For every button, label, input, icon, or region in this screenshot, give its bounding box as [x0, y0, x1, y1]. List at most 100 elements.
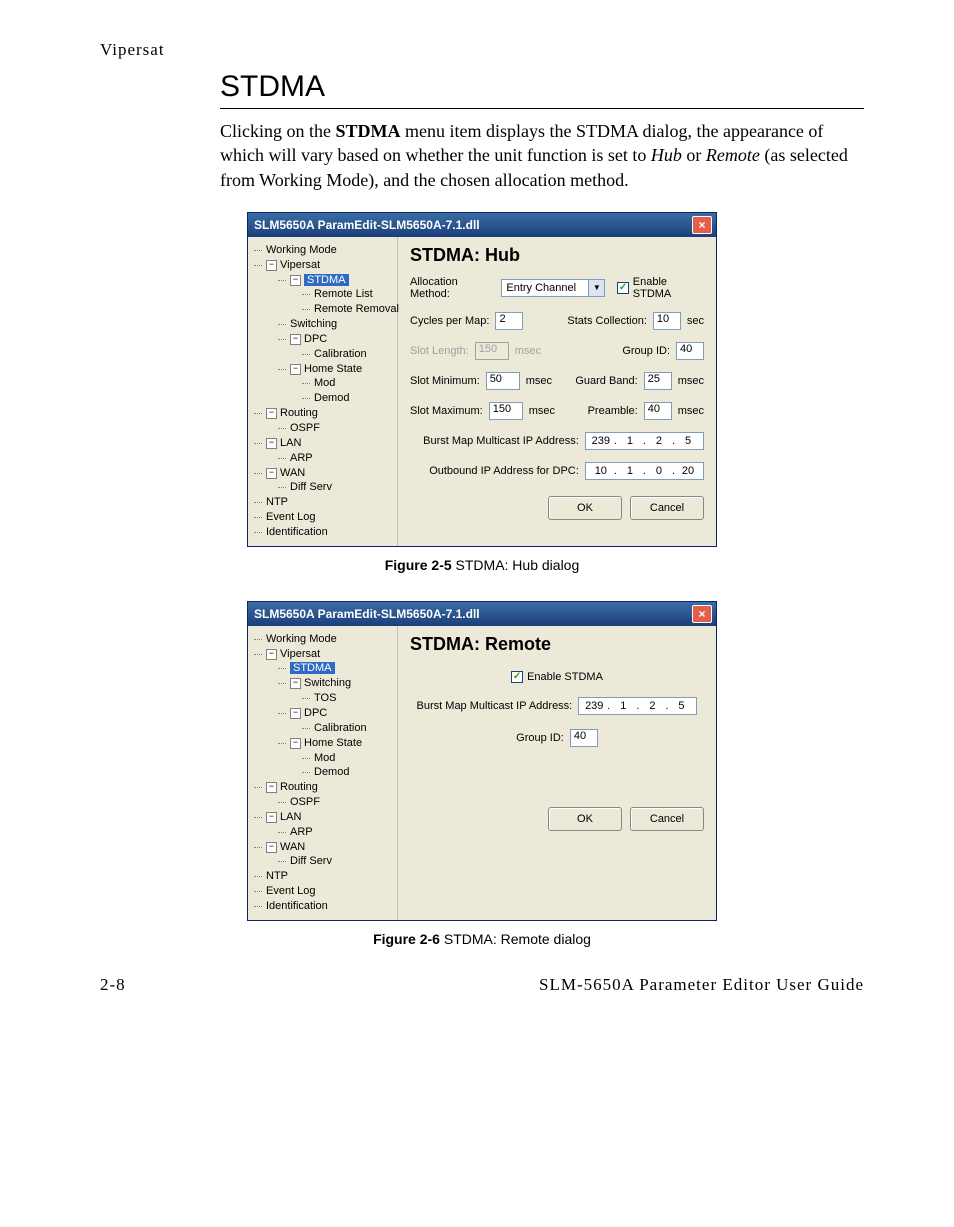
- alloc-select[interactable]: Entry Channel ▼: [501, 279, 605, 297]
- tree-item[interactable]: Diff Serv: [278, 854, 393, 869]
- chevron-down-icon[interactable]: ▼: [588, 280, 604, 296]
- collapse-icon[interactable]: −: [266, 438, 277, 449]
- tree-item[interactable]: −Vipersat −STDMA Remote List Remote Remo…: [254, 258, 393, 406]
- figure-title: STDMA: Remote dialog: [440, 931, 591, 947]
- ip-dot: .: [665, 700, 668, 712]
- tree-item[interactable]: Diff Serv: [278, 480, 393, 495]
- ip-octet[interactable]: 2: [641, 700, 663, 712]
- burst-ip-input[interactable]: 239. 1. 2. 5: [578, 697, 697, 715]
- ip-octet[interactable]: 20: [677, 465, 699, 477]
- tree-item[interactable]: Identification: [254, 899, 393, 914]
- slot-max-input[interactable]: 150: [489, 402, 523, 420]
- body-paragraph: Clicking on the STDMA menu item displays…: [220, 119, 864, 192]
- ip-octet[interactable]: 10: [590, 465, 612, 477]
- collapse-icon[interactable]: −: [290, 708, 301, 719]
- preamble-input[interactable]: 40: [644, 402, 672, 420]
- ip-octet[interactable]: 5: [670, 700, 692, 712]
- tree-item[interactable]: Calibration: [302, 721, 393, 736]
- collapse-icon[interactable]: −: [266, 842, 277, 853]
- tree-item[interactable]: Identification: [254, 525, 393, 540]
- stats-input[interactable]: 10: [653, 312, 681, 330]
- tree-item[interactable]: −Vipersat STDMA −Switching TOS −DPC Cali…: [254, 647, 393, 781]
- collapse-icon[interactable]: −: [290, 738, 301, 749]
- ok-button[interactable]: OK: [548, 807, 622, 831]
- tree-item[interactable]: −WAN Diff Serv: [254, 466, 393, 496]
- collapse-icon[interactable]: −: [266, 468, 277, 479]
- enable-stdma-checkbox[interactable]: ✓ Enable STDMA: [511, 671, 603, 683]
- remote-titlebar: SLM5650A ParamEdit-SLM5650A-7.1.dll ×: [248, 602, 716, 626]
- msec-unit: msec: [526, 375, 552, 387]
- group-input[interactable]: 40: [570, 729, 598, 747]
- tree-label: Switching: [290, 318, 337, 330]
- cycles-input[interactable]: 2: [495, 312, 523, 330]
- ip-octet[interactable]: 2: [648, 435, 670, 447]
- tree-item[interactable]: Event Log: [254, 510, 393, 525]
- close-icon[interactable]: ×: [692, 605, 712, 623]
- collapse-icon[interactable]: −: [266, 260, 277, 271]
- collapse-icon[interactable]: −: [266, 812, 277, 823]
- tree-item[interactable]: OSPF: [278, 421, 393, 436]
- ip-octet[interactable]: 239: [590, 435, 612, 447]
- ip-octet[interactable]: 0: [648, 465, 670, 477]
- dpc-ip-input[interactable]: 10. 1. 0. 20: [585, 462, 704, 480]
- check-icon: ✓: [511, 671, 523, 683]
- tree-item[interactable]: Demod: [302, 391, 393, 406]
- cancel-button[interactable]: Cancel: [630, 807, 704, 831]
- tree-item[interactable]: −STDMA Remote List Remote Removal: [278, 273, 393, 318]
- tree-item[interactable]: STDMA: [278, 661, 393, 676]
- collapse-icon[interactable]: −: [290, 364, 301, 375]
- tree-item[interactable]: Working Mode: [254, 632, 393, 647]
- tree-item[interactable]: Switching: [278, 317, 393, 332]
- guard-input[interactable]: 25: [644, 372, 672, 390]
- tree-item[interactable]: ARP: [278, 825, 393, 840]
- tree-item[interactable]: Working Mode: [254, 243, 393, 258]
- tree-item[interactable]: NTP: [254, 869, 393, 884]
- tree-item[interactable]: Demod: [302, 765, 393, 780]
- ip-octet[interactable]: 239: [583, 700, 605, 712]
- ok-button[interactable]: OK: [548, 496, 622, 520]
- burst-ip-input[interactable]: 239. 1. 2. 5: [585, 432, 704, 450]
- tree-item[interactable]: −Routing OSPF: [254, 406, 393, 436]
- tree-item[interactable]: Remote Removal: [302, 302, 393, 317]
- ip-octet[interactable]: 1: [619, 435, 641, 447]
- tree-item[interactable]: Remote List: [302, 287, 393, 302]
- collapse-icon[interactable]: −: [266, 782, 277, 793]
- remote-title-text: SLM5650A ParamEdit-SLM5650A-7.1.dll: [254, 607, 480, 621]
- remote-tree: Working Mode −Vipersat STDMA −Switching …: [248, 626, 398, 920]
- tree-item[interactable]: TOS: [302, 691, 393, 706]
- tree-item[interactable]: −WAN Diff Serv: [254, 840, 393, 870]
- tree-item[interactable]: −DPC Calibration: [278, 332, 393, 362]
- ip-octet[interactable]: 5: [677, 435, 699, 447]
- tree-label: Home State: [304, 737, 362, 749]
- tree-item[interactable]: Mod: [302, 751, 393, 766]
- collapse-icon[interactable]: −: [290, 678, 301, 689]
- tree-label: Vipersat: [280, 648, 320, 660]
- tree-item[interactable]: OSPF: [278, 795, 393, 810]
- collapse-icon[interactable]: −: [266, 649, 277, 660]
- figure-caption-1: Figure 2-5 STDMA: Hub dialog: [100, 557, 864, 573]
- tree-item[interactable]: Mod: [302, 376, 393, 391]
- close-icon[interactable]: ×: [692, 216, 712, 234]
- slot-min-label: Slot Minimum:: [410, 375, 480, 387]
- group-input[interactable]: 40: [676, 342, 704, 360]
- tree-item[interactable]: −LAN ARP: [254, 436, 393, 466]
- tree-label: Routing: [280, 781, 318, 793]
- tree-item[interactable]: Calibration: [302, 347, 393, 362]
- ip-octet[interactable]: 1: [612, 700, 634, 712]
- tree-item[interactable]: −Home State Mod Demod: [278, 736, 393, 781]
- tree-item[interactable]: −Routing OSPF: [254, 780, 393, 810]
- ip-octet[interactable]: 1: [619, 465, 641, 477]
- tree-item[interactable]: −DPC Calibration: [278, 706, 393, 736]
- tree-item[interactable]: −Switching TOS: [278, 676, 393, 706]
- collapse-icon[interactable]: −: [290, 334, 301, 345]
- tree-item[interactable]: −LAN ARP: [254, 810, 393, 840]
- collapse-icon[interactable]: −: [266, 408, 277, 419]
- tree-item[interactable]: Event Log: [254, 884, 393, 899]
- tree-item[interactable]: −Home State Mod Demod: [278, 362, 393, 407]
- enable-stdma-checkbox[interactable]: ✓ Enable STDMA: [617, 276, 704, 300]
- tree-item[interactable]: ARP: [278, 451, 393, 466]
- slot-min-input[interactable]: 50: [486, 372, 520, 390]
- cancel-button[interactable]: Cancel: [630, 496, 704, 520]
- collapse-icon[interactable]: −: [290, 275, 301, 286]
- tree-item[interactable]: NTP: [254, 495, 393, 510]
